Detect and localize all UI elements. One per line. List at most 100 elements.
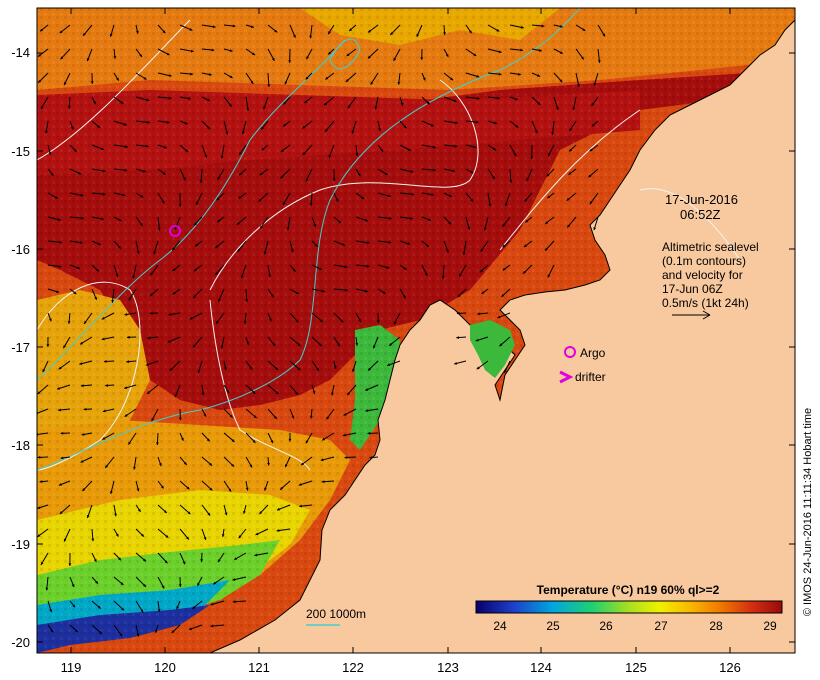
velocity-arrowhead bbox=[473, 145, 477, 149]
velocity-arrowhead bbox=[119, 633, 123, 637]
velocity-arrowhead bbox=[206, 438, 210, 442]
velocity-arrowhead bbox=[448, 221, 452, 225]
velocity-arrowhead bbox=[390, 32, 394, 36]
velocity-arrowhead bbox=[321, 289, 325, 293]
velocity-arrowhead bbox=[102, 409, 106, 413]
velocity-arrowhead bbox=[420, 57, 424, 60]
velocity-arrowhead bbox=[192, 344, 196, 348]
velocity-scale-arrow bbox=[672, 310, 711, 320]
velocity-arrowhead bbox=[270, 440, 274, 444]
velocity-arrowhead bbox=[342, 243, 346, 246]
velocity-arrowhead bbox=[249, 464, 253, 468]
velocity-arrowhead bbox=[246, 341, 249, 345]
velocity-arrowhead bbox=[174, 394, 178, 398]
velocity-arrowhead bbox=[455, 121, 458, 125]
velocity-arrowhead bbox=[80, 341, 84, 345]
velocity-arrowhead bbox=[101, 316, 105, 320]
velocity-arrowhead bbox=[393, 57, 397, 61]
velocity-arrowhead bbox=[569, 148, 573, 152]
velocity-arrowhead bbox=[459, 273, 462, 277]
velocity-arrowhead bbox=[220, 345, 224, 349]
velocity-arrowhead bbox=[224, 512, 228, 516]
velocity-arrowhead bbox=[166, 52, 170, 56]
velocity-arrowhead bbox=[186, 486, 190, 490]
velocity-arrowhead bbox=[504, 369, 507, 373]
velocity-arrowhead bbox=[602, 33, 606, 37]
velocity-arrowhead bbox=[483, 227, 487, 231]
velocity-arrowhead bbox=[290, 249, 294, 253]
velocity-arrowhead bbox=[58, 408, 61, 412]
velocity-arrowhead bbox=[59, 30, 63, 34]
velocity-arrowhead bbox=[73, 149, 77, 152]
velocity-arrowhead bbox=[591, 123, 595, 127]
velocity-arrowhead bbox=[496, 96, 500, 100]
velocity-arrowhead bbox=[67, 105, 71, 109]
velocity-arrowhead bbox=[326, 416, 330, 420]
velocity-arrowhead bbox=[160, 485, 164, 489]
velocity-arrowhead bbox=[143, 76, 147, 80]
velocity-arrowhead bbox=[299, 504, 302, 508]
velocity-arrowhead bbox=[365, 409, 369, 412]
velocity-arrowhead bbox=[228, 103, 232, 107]
velocity-arrowhead bbox=[588, 174, 592, 178]
credit-text: © IMOS 24-Jun-2016 11:11:34 Hobart time bbox=[802, 408, 814, 616]
velocity-arrowhead bbox=[54, 196, 58, 199]
velocity-arrowhead bbox=[260, 225, 263, 229]
velocity-arrowhead bbox=[143, 558, 146, 562]
velocity-arrowhead bbox=[302, 152, 306, 156]
velocity-arrowhead bbox=[280, 149, 284, 152]
velocity-arrowhead bbox=[387, 363, 391, 367]
velocity-arrowhead bbox=[37, 506, 41, 509]
velocity-arrowhead bbox=[147, 390, 151, 394]
velocity-arrowhead bbox=[343, 412, 347, 416]
velocity-arrowhead bbox=[234, 557, 238, 560]
velocity-arrowhead bbox=[295, 391, 298, 395]
velocity-arrowhead bbox=[190, 49, 194, 53]
velocity-arrowhead bbox=[493, 121, 497, 125]
velocity-arrowhead bbox=[37, 455, 41, 459]
velocity-arrowhead bbox=[212, 25, 216, 29]
velocity-arrowhead bbox=[91, 538, 95, 542]
velocity-arrowhead bbox=[216, 197, 220, 201]
velocity-arrowhead bbox=[79, 362, 83, 365]
lat-label: -18 bbox=[11, 438, 30, 453]
colorbar-tick: 27 bbox=[654, 619, 668, 633]
velocity-arrowhead bbox=[166, 120, 170, 124]
velocity-arrowhead bbox=[189, 316, 193, 320]
velocity-arrowhead bbox=[124, 168, 128, 172]
velocity-arrowhead bbox=[276, 529, 280, 532]
king-sound-water bbox=[470, 320, 515, 378]
longitude-labels: 119 120 121 122 123 124 125 126 bbox=[61, 660, 741, 675]
velocity-arrowhead bbox=[225, 131, 229, 135]
velocity-arrowhead bbox=[42, 369, 46, 373]
velocity-arrowhead bbox=[207, 126, 211, 130]
velocity-arrowhead bbox=[75, 629, 78, 633]
velocity-arrowhead bbox=[182, 561, 186, 565]
velocity-arrowhead bbox=[239, 151, 242, 155]
velocity-arrowhead bbox=[283, 123, 287, 127]
velocity-arrowhead bbox=[126, 360, 129, 364]
velocity-arrowhead bbox=[333, 366, 337, 370]
velocity-arrowhead bbox=[216, 320, 219, 324]
legend-line: and velocity for bbox=[662, 268, 743, 282]
velocity-arrowhead bbox=[221, 534, 225, 538]
velocity-arrowhead bbox=[113, 55, 117, 59]
velocity-arrowhead bbox=[95, 580, 98, 584]
colorbar-tick: 29 bbox=[763, 619, 777, 633]
velocity-arrowhead bbox=[121, 607, 125, 611]
velocity-arrowhead bbox=[275, 367, 278, 370]
velocity-arrowhead bbox=[115, 533, 119, 537]
velocity-arrowhead bbox=[502, 244, 506, 248]
velocity-arrowhead bbox=[476, 366, 480, 370]
velocity-arrowhead bbox=[597, 60, 601, 63]
lon-label: 126 bbox=[719, 660, 741, 675]
velocity-arrowhead bbox=[231, 463, 235, 467]
velocity-arrowhead bbox=[194, 222, 198, 226]
velocity-arrowhead bbox=[58, 264, 62, 268]
colorbar-gradient bbox=[475, 600, 783, 614]
legend-line: (0.1m contours) bbox=[662, 254, 746, 268]
velocity-arrowhead bbox=[196, 201, 199, 205]
velocity-arrowhead bbox=[407, 148, 411, 151]
velocity-arrowhead bbox=[157, 227, 161, 231]
velocity-arrowhead bbox=[261, 126, 264, 130]
